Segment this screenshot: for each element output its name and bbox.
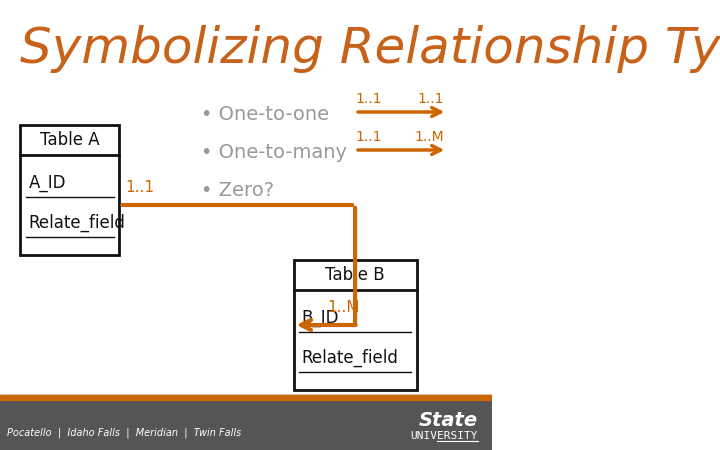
Text: • One-to-many: • One-to-many	[202, 143, 348, 162]
Text: Relate_field: Relate_field	[302, 349, 399, 367]
Text: State: State	[419, 410, 478, 429]
Text: Symbolizing Relationship Type: Symbolizing Relationship Type	[20, 25, 720, 73]
Text: 1..M: 1..M	[414, 130, 444, 144]
Text: Table A: Table A	[40, 131, 100, 149]
Bar	[0, 395, 492, 400]
Text: Relate_field: Relate_field	[29, 214, 125, 232]
Text: 1..M: 1..M	[328, 300, 360, 315]
Text: 1..1: 1..1	[355, 92, 382, 106]
Text: • One-to-one: • One-to-one	[202, 105, 330, 124]
Text: • Zero?: • Zero?	[202, 181, 274, 200]
Text: Table B: Table B	[325, 266, 385, 284]
Text: B_ID: B_ID	[302, 309, 339, 327]
Bar	[294, 260, 416, 390]
Text: Pocatello  |  Idaho Falls  |  Meridian  |  Twin Falls: Pocatello | Idaho Falls | Meridian | Twi…	[6, 428, 241, 438]
Text: 1..1: 1..1	[418, 92, 444, 106]
Text: 1..1: 1..1	[125, 180, 154, 195]
Text: A_ID: A_ID	[29, 174, 66, 192]
Bar	[20, 125, 120, 255]
Text: UNIVERSITY: UNIVERSITY	[410, 431, 478, 441]
Text: 1..1: 1..1	[355, 130, 382, 144]
Bar	[0, 395, 492, 450]
